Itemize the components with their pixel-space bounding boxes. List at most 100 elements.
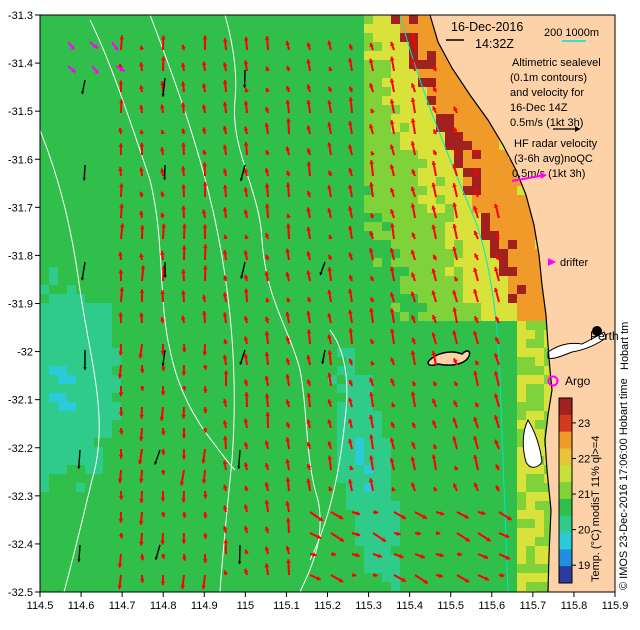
hf-velocity-arrow-head [431, 161, 437, 166]
hf-velocity-arrow-head [390, 223, 395, 228]
sst-pixel [445, 150, 455, 160]
sst-pixel [238, 537, 248, 547]
sst-pixel [112, 168, 122, 178]
sst-pixel [310, 123, 320, 133]
sst-pixel [427, 231, 437, 241]
hf-velocity-arrow-head [473, 331, 478, 336]
sst-pixel [130, 186, 140, 196]
sst-pixel [238, 33, 248, 43]
sst-pixel [274, 582, 284, 592]
sst-pixel [49, 519, 59, 529]
sst-pixel [94, 42, 104, 52]
sst-pixel [85, 114, 95, 124]
sst-pixel [274, 78, 284, 88]
sst-pixel [301, 132, 311, 142]
sst-pixel [94, 357, 104, 367]
sst-pixel [454, 240, 464, 250]
sst-pixel [481, 519, 491, 529]
hf-velocity-arrow-head [348, 418, 353, 424]
sst-pixel [139, 258, 149, 268]
sst-pixel [499, 537, 509, 547]
sst-pixel [112, 501, 122, 511]
sst-pixel [481, 528, 491, 538]
sst-pixel [373, 69, 383, 79]
sst-pixel [436, 528, 446, 538]
sst-pixel [94, 15, 104, 25]
hf-velocity-arrow-head [349, 466, 354, 471]
sst-pixel [355, 555, 365, 565]
sst-pixel [256, 285, 266, 295]
sst-pixel [247, 528, 257, 538]
sst-pixel [238, 393, 248, 403]
sst-pixel [175, 573, 185, 583]
sst-pixel [436, 141, 446, 151]
hf-velocity-arrow-head [410, 58, 416, 63]
sst-pixel [382, 519, 392, 529]
hf-velocity-arrow-head [496, 255, 501, 260]
sst-pixel [274, 474, 284, 484]
sst-pixel [193, 573, 203, 583]
sst-pixel [211, 330, 221, 340]
sst-pixel [256, 483, 266, 493]
sst-pixel [355, 474, 365, 484]
sst-pixel [130, 195, 140, 205]
sst-pixel [211, 339, 221, 349]
hf-velocity-arrow-head [118, 312, 124, 317]
sst-pixel [184, 60, 194, 70]
sst-pixel [418, 438, 428, 448]
sst-pixel [139, 231, 149, 241]
sst-pixel [202, 69, 212, 79]
sst-pixel [121, 114, 131, 124]
sst-pixel [373, 141, 383, 151]
sst-pixel [49, 303, 59, 313]
sst-pixel [535, 555, 545, 565]
hf-velocity-arrow-head [389, 120, 395, 125]
sst-pixel [499, 519, 509, 529]
sst-pixel [94, 555, 104, 565]
sst-pixel [310, 456, 320, 466]
sst-pixel [175, 474, 185, 484]
sst-pixel [400, 348, 410, 358]
sst-pixel [202, 348, 212, 358]
sst-pixel [247, 501, 257, 511]
sst-pixel [364, 564, 374, 574]
sst-pixel [382, 87, 392, 97]
sst-pixel [121, 24, 131, 34]
hf-velocity-arrow-head [160, 147, 165, 152]
sst-pixel [85, 447, 95, 457]
sst-pixel [148, 429, 158, 439]
sst-pixel [301, 231, 311, 241]
sst-pixel [256, 105, 266, 115]
sst-pixel [193, 51, 203, 61]
sst-pixel [418, 195, 428, 205]
sst-pixel [157, 231, 167, 241]
sst-pixel [490, 294, 500, 304]
hf-velocity-arrow-head [243, 462, 249, 467]
sst-pixel [400, 411, 410, 421]
sst-pixel [481, 501, 491, 511]
sst-pixel [229, 321, 239, 331]
sst-pixel [310, 564, 320, 574]
sst-pixel [364, 195, 374, 205]
hf-velocity-arrow-head [369, 392, 374, 397]
sst-pixel [445, 294, 455, 304]
sst-pixel [292, 510, 302, 520]
hf-velocity-arrow-head [223, 234, 229, 240]
sst-pixel [67, 168, 77, 178]
sst-pixel [211, 51, 221, 61]
hf-velocity-arrow-head [368, 415, 374, 420]
sst-pixel [139, 420, 149, 430]
sst-pixel [265, 213, 275, 223]
sst-pixel [85, 132, 95, 142]
sst-pixel [85, 231, 95, 241]
sst-pixel [94, 114, 104, 124]
sst-pixel [121, 402, 131, 412]
hf-velocity-arrow-head [411, 272, 416, 277]
sst-pixel [283, 339, 293, 349]
sst-pixel [121, 222, 131, 232]
hf-velocity-arrow-head [181, 513, 187, 518]
sst-pixel [121, 141, 131, 151]
sst-pixel [256, 258, 266, 268]
sst-pixel [418, 78, 428, 88]
sst-pixel [472, 564, 482, 574]
